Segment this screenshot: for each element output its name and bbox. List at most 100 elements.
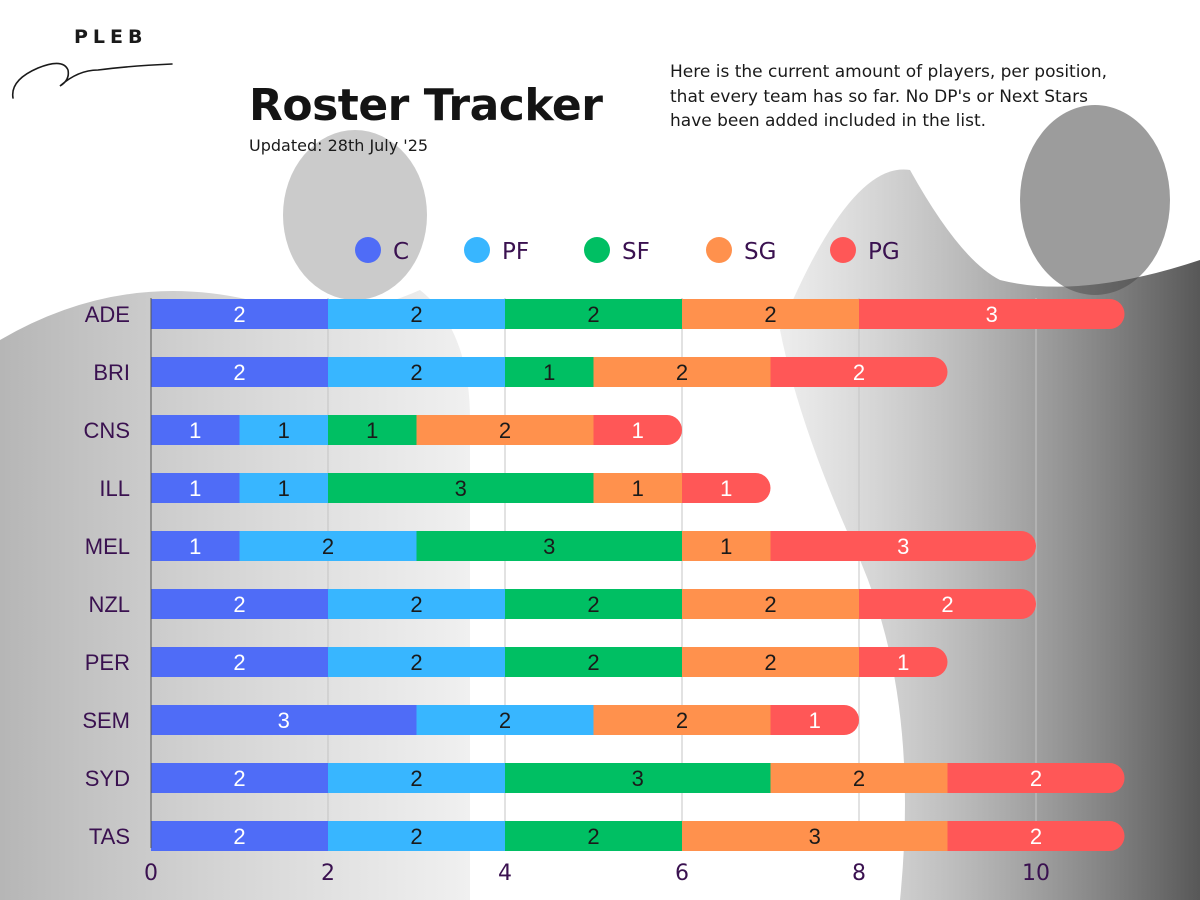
category-label: BRI [93, 360, 130, 385]
bar-value-label: 1 [366, 418, 378, 443]
bar-value-label: 1 [720, 534, 732, 559]
bar-value-label: 1 [720, 476, 732, 501]
bar-value-label: 3 [897, 534, 909, 559]
bar-segment [239, 415, 328, 445]
bar-segment [859, 589, 1036, 619]
legend-label: PF [502, 239, 529, 265]
bar-value-label: 2 [233, 766, 245, 791]
bar-value-label: 1 [809, 708, 821, 733]
category-label: SYD [85, 766, 130, 791]
bar-value-label: 1 [189, 418, 201, 443]
bar-segment [947, 821, 1125, 851]
category-label: ILL [99, 476, 130, 501]
bar-segment [682, 647, 859, 677]
bar-segment [416, 531, 682, 561]
x-tick-label: 8 [852, 861, 866, 886]
bar-segment [328, 473, 594, 503]
bar-segment [328, 763, 505, 793]
bar-value-label: 2 [676, 708, 688, 733]
bar-segment [151, 647, 328, 677]
legend-swatch [355, 237, 381, 263]
x-tick-label: 2 [321, 861, 335, 886]
bar-segment [328, 647, 505, 677]
bar-value-label: 1 [632, 418, 644, 443]
bar-segment [593, 473, 682, 503]
category-label: NZL [88, 592, 130, 617]
bar-value-label: 1 [278, 476, 290, 501]
legend-swatch [584, 237, 610, 263]
bar-value-label: 2 [764, 592, 776, 617]
bar-value-label: 2 [499, 708, 511, 733]
bar-segment [328, 299, 505, 329]
bar-segment [151, 473, 240, 503]
legend-swatch [464, 237, 490, 263]
bar-value-label: 2 [410, 592, 422, 617]
signature-icon [11, 62, 173, 99]
bar-segment [151, 415, 240, 445]
legend-swatch [706, 237, 732, 263]
bar-value-label: 1 [632, 476, 644, 501]
description-line: Here is the current amount of players, p… [670, 62, 1108, 82]
bar-segment [682, 473, 771, 504]
bar-value-label: 2 [410, 650, 422, 675]
bar-segment [505, 647, 682, 677]
bar-segment [151, 357, 328, 387]
bar-segment [416, 705, 594, 735]
bar-value-label: 1 [189, 534, 201, 559]
bar-segment [593, 415, 682, 445]
bar-value-label: 3 [809, 824, 821, 849]
bar-value-label: 2 [853, 766, 865, 791]
description-text: Here is the current amount of players, p… [670, 60, 1170, 134]
bar-value-label: 2 [587, 650, 599, 675]
bar-segment [593, 357, 771, 387]
category-label: PER [85, 650, 130, 675]
bar-segment [859, 299, 1125, 329]
bar-segment [328, 589, 505, 619]
bar-value-label: 2 [233, 824, 245, 849]
bar-segment [151, 299, 328, 329]
x-tick-label: 6 [675, 861, 689, 886]
bar-value-label: 2 [1030, 766, 1042, 791]
x-tick-label: 0 [144, 861, 158, 886]
updated-date: Updated: 28th July '25 [249, 136, 429, 155]
category-label: TAS [89, 824, 130, 849]
description-line: have been added included in the list. [670, 111, 987, 131]
bar-value-label: 2 [853, 360, 865, 385]
bar-value-label: 3 [632, 766, 644, 791]
category-label: ADE [85, 302, 130, 327]
bar-segment [593, 705, 771, 735]
bar-segment [505, 763, 771, 793]
category-label: MEL [85, 534, 130, 559]
bar-segment [505, 299, 682, 329]
bar-segment [505, 589, 682, 619]
bar-segment [505, 357, 594, 387]
bar-segment [151, 589, 328, 619]
bar-segment [151, 763, 328, 793]
bar-segment [947, 763, 1125, 793]
page-title: Roster Tracker [249, 80, 603, 131]
bar-segment [682, 821, 948, 851]
bar-value-label: 2 [764, 302, 776, 327]
legend-label: SG [744, 239, 776, 265]
bar-value-label: 3 [543, 534, 555, 559]
bar-value-label: 2 [587, 824, 599, 849]
bar-segment [151, 705, 417, 735]
bar-segment [682, 589, 859, 619]
bar-segment [682, 531, 771, 561]
bar-value-label: 2 [764, 650, 776, 675]
bar-segment [151, 821, 328, 851]
legend-label: SF [622, 239, 650, 265]
bar-value-label: 2 [410, 766, 422, 791]
bar-value-label: 2 [233, 592, 245, 617]
bar-value-label: 3 [278, 708, 290, 733]
category-label: CNS [84, 418, 130, 443]
bar-value-label: 2 [410, 360, 422, 385]
bar-value-label: 2 [676, 360, 688, 385]
legend-label: PG [868, 239, 900, 265]
brand-logo-text: PLEB [74, 26, 148, 48]
bar-value-label: 2 [1030, 824, 1042, 849]
bar-value-label: 2 [499, 418, 511, 443]
bar-value-label: 3 [455, 476, 467, 501]
bar-value-label: 2 [941, 592, 953, 617]
